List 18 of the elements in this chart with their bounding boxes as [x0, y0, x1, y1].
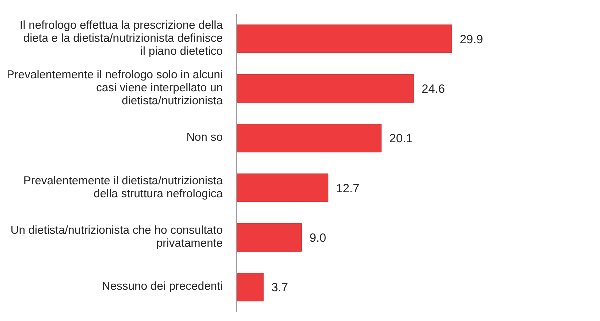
y-tick-label: Prevalentemente il nefrologo solo in alcuni casi viene interpellato un dietista/nutrizionista: [6, 70, 224, 108]
bar: [237, 24, 452, 54]
data-label: 24.6: [422, 82, 446, 96]
data-label: 29.9: [460, 32, 484, 46]
bar: [237, 174, 329, 202]
data-label: 12.7: [336, 181, 360, 196]
bar: [237, 124, 382, 153]
bar: [237, 223, 302, 252]
bar: [237, 74, 414, 103]
data-label: 20.1: [390, 132, 414, 146]
y-tick-label: Un dietista/nutrizionista che ho consultato privatamente: [10, 225, 223, 250]
y-tick-label: Il nefrologo effettua la prescrizione della dieta e la dietista/nutrizionista definisce il piano dietetico: [20, 20, 224, 58]
data-label: 9.0: [310, 230, 327, 245]
y-tick-label: Prevalentemente il dietista/nutrizionista della struttura nefrologica: [24, 175, 224, 200]
y-tick-label: Non so: [186, 132, 223, 144]
bar: [237, 273, 264, 302]
y-tick-label: Nessuno dei precedenti: [102, 281, 223, 294]
data-label: 3.7: [272, 280, 289, 295]
